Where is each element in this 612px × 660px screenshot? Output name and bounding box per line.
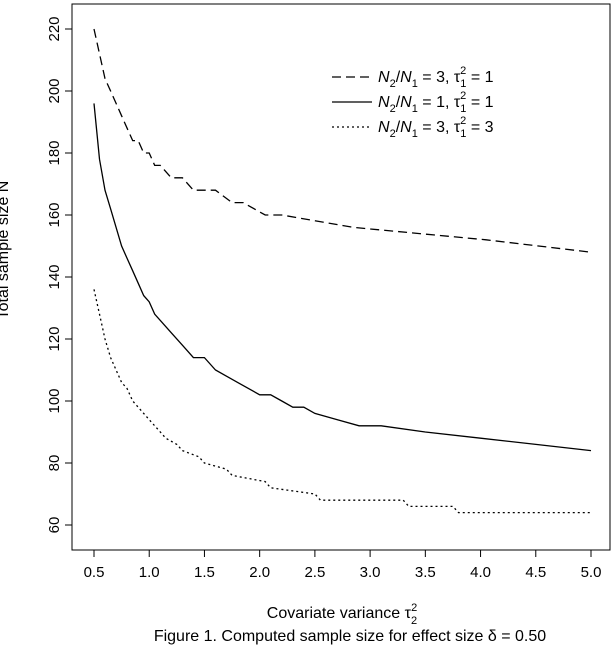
x-axis-title: Covariate variance τ22 (267, 602, 417, 627)
series-line-3 (93, 289, 591, 514)
series-line-2 (93, 103, 592, 452)
legend-entry-2: N2/N1 = 1, τ2 1 = 1 (378, 90, 494, 115)
y-tick-label: 140 (46, 264, 63, 289)
x-tick-label: 1.5 (194, 564, 215, 581)
x-tick-label: 4.0 (470, 564, 491, 581)
y-tick-label: 200 (46, 78, 63, 103)
y-tick-label: 100 (46, 388, 63, 413)
legend-entry-1: N2/N1 = 3, τ2 1 = 1 (378, 65, 494, 90)
x-tick-label: 4.5 (525, 564, 546, 581)
plot-frame (71, 3, 611, 551)
y-tick-label: 220 (46, 16, 63, 41)
x-tick-label: 3.0 (360, 564, 381, 581)
legend-entry-3: N2/N1 = 3, τ2 1 = 3 (378, 115, 494, 140)
y-tick-label: 80 (46, 455, 63, 472)
x-tick-label: 2.0 (249, 564, 270, 581)
series-line-1 (93, 28, 592, 253)
y-tick-label: 180 (46, 140, 63, 165)
x-tick-label: 2.5 (304, 564, 325, 581)
y-axis-title: Total sample size N (0, 181, 12, 320)
x-tick-label: 5.0 (581, 564, 602, 581)
x-tick-label: 0.5 (84, 564, 105, 581)
y-tick-label: 60 (46, 517, 63, 534)
y-tick-label: 120 (46, 326, 63, 351)
x-tick-label: 1.0 (139, 564, 160, 581)
x-tick-label: 3.5 (415, 564, 436, 581)
figure-caption: Figure 1. Computed sample size for effec… (154, 628, 546, 645)
y-tick-label: 160 (46, 202, 63, 227)
